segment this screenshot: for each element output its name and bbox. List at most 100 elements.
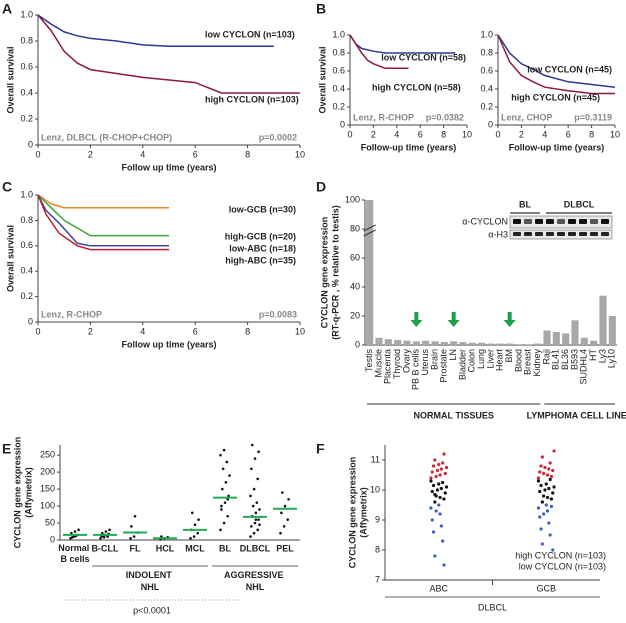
data-point [540, 455, 544, 459]
data-point [547, 467, 551, 471]
data-point [444, 465, 449, 470]
y-tick-label: 1.0 [20, 189, 33, 199]
category-label: HT [588, 349, 598, 361]
data-point [548, 461, 552, 465]
data-point [283, 504, 287, 508]
panel-label: A [2, 1, 12, 17]
data-point [536, 506, 541, 510]
bar [487, 343, 495, 345]
data-point [189, 537, 192, 540]
data-point [551, 491, 555, 495]
x-tick-label: 6 [566, 129, 571, 139]
category-label: Brain [429, 349, 439, 370]
bar [599, 295, 607, 345]
legend-label: low CYCLON (n=103) [519, 561, 606, 571]
blot-band [579, 219, 587, 224]
survival-curve [37, 14, 274, 47]
survival-curve [37, 194, 169, 251]
y-tick-label: 0.8 [480, 47, 493, 57]
y-axis-title: CYCLON gene expression [12, 437, 22, 549]
data-point [252, 487, 256, 491]
data-point [435, 468, 440, 473]
data-point [540, 542, 544, 546]
y-tick-label: 80 [350, 223, 360, 233]
data-point [219, 528, 222, 532]
curve-label: low CYCLON (n=103) [205, 29, 295, 39]
data-point [257, 450, 260, 454]
data-point [543, 465, 547, 470]
category-label: PEL [276, 543, 294, 553]
data-point [547, 521, 551, 525]
x-tick-label: 8 [589, 129, 594, 139]
bar [478, 342, 486, 345]
data-point [539, 527, 543, 531]
data-point [433, 458, 437, 462]
curve-label: high-GCB (n=20) [225, 231, 296, 241]
x-tick-label: 10 [462, 129, 472, 139]
y-tick-label: 20 [350, 310, 360, 320]
data-point [132, 535, 136, 538]
data-point [71, 535, 74, 539]
category-label: B-CLL [92, 543, 119, 553]
y-tick-label: 1.0 [480, 29, 493, 39]
group-label: AGGRESSIVE NHL [224, 570, 286, 592]
data-point [439, 467, 443, 471]
y-tick-label: 250 [40, 450, 55, 460]
bar [562, 333, 570, 345]
y-tick-label: 1.0 [332, 29, 345, 39]
data-point [219, 453, 222, 457]
data-point [129, 537, 132, 540]
curve-label: high CYCLON (n=103) [205, 94, 299, 104]
axis-break [363, 224, 376, 232]
category-label: BL41 [551, 349, 561, 370]
survival-curve [349, 34, 409, 70]
blot-band [535, 219, 543, 224]
data-point [221, 467, 225, 471]
data-point [442, 452, 446, 456]
legend-label: high CYCLON (n=103) [515, 550, 606, 560]
panel-label: F [316, 441, 325, 457]
bar [394, 339, 402, 345]
data-point [226, 514, 229, 518]
data-point [228, 474, 231, 477]
y-tick-label: 100 [345, 194, 360, 204]
bar [571, 320, 579, 345]
x-axis-title: Follow-up time (years) [509, 142, 605, 152]
y-tick-label: 0.4 [332, 83, 345, 93]
data-point [282, 525, 286, 528]
group-label: LYMPHOMA CELL LINES [527, 410, 626, 420]
blot-band [513, 232, 521, 236]
data-point [543, 488, 547, 492]
data-point [258, 523, 261, 527]
x-tick-label: 8 [245, 149, 250, 159]
data-point [431, 483, 436, 488]
data-point [255, 501, 259, 504]
y-tick-label: 0 [28, 139, 33, 149]
panel-label: C [2, 179, 12, 195]
data-point [250, 525, 253, 528]
annotation: p=0.0382 [426, 112, 464, 122]
bar [412, 341, 420, 345]
data-point [193, 523, 197, 527]
y-tick-label: 0 [340, 119, 345, 129]
y-tick-label: 150 [40, 483, 55, 493]
y-tick-label: 0 [355, 339, 360, 349]
y-tick-label: 0.4 [20, 266, 33, 276]
data-point [435, 488, 440, 492]
x-axis-title: Follow-up time (years) [361, 142, 457, 152]
blot-band [590, 232, 598, 236]
data-point [191, 511, 194, 515]
curve-label: high CYCLON (n=45) [511, 92, 600, 102]
curve-label: low CYCLON (n=45) [527, 64, 612, 74]
data-point [434, 474, 438, 479]
bar [431, 341, 439, 345]
data-point [256, 477, 260, 481]
blot-band [524, 232, 532, 236]
data-point [438, 495, 442, 500]
y-tick-label: 200 [40, 467, 55, 477]
curve-label: low-GCB (n=30) [229, 204, 296, 214]
data-point [549, 497, 554, 501]
data-point [538, 470, 542, 474]
curve-label: low-ABC (n=18) [229, 243, 296, 253]
blot-band [557, 232, 565, 236]
